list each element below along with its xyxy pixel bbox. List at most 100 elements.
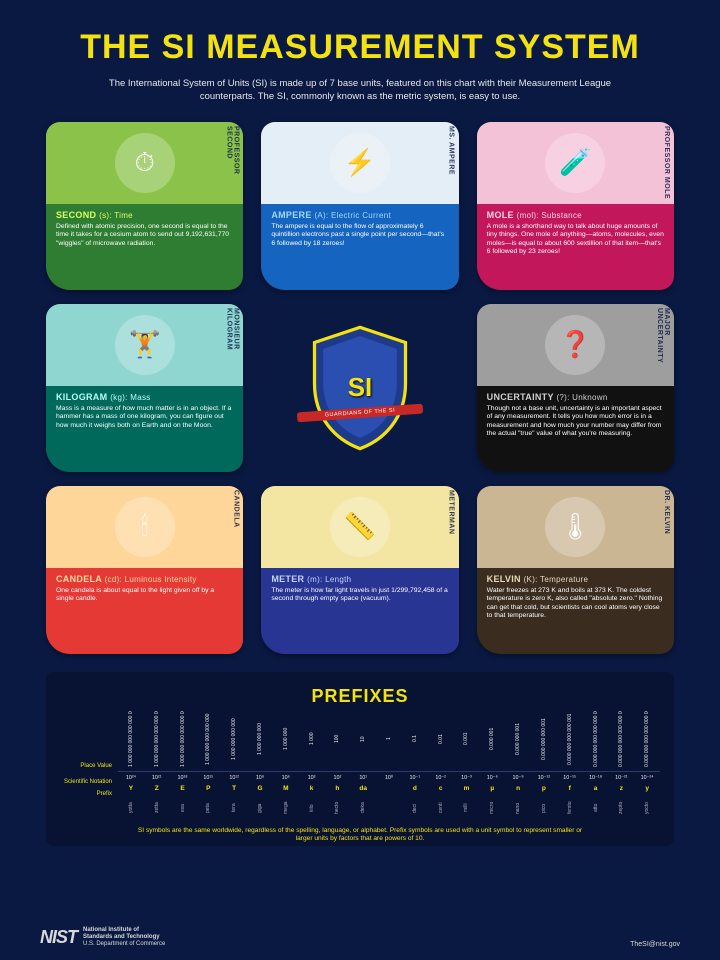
prefix-sym-cell: d [402, 785, 428, 797]
card-illustration: METERMAN 📏 [261, 486, 458, 568]
pv-cell: 0.000 000 000 000 001 [557, 711, 583, 769]
pv-cell: 0.000 000 001 [505, 711, 531, 769]
prefix-sym-cell: P [195, 785, 221, 797]
hero-icon: ⏱ [115, 133, 175, 193]
card-body: KELVIN (K): Temperature Water freezes at… [477, 568, 674, 654]
pv-cell: 1 000 000 [273, 711, 299, 769]
unit-card: MAJOR UNCERTAINTY ❓ UNCERTAINTY (?): Unk… [477, 304, 674, 472]
row-label-sn: Scientific Notation [60, 779, 118, 785]
unit-card: DR. KELVIN 🌡 KELVIN (K): Temperature Wat… [477, 486, 674, 654]
card-body: AMPERE (A): Electric Current The ampere … [261, 204, 458, 290]
prefix-name-cell: tera [221, 797, 247, 821]
sn-cell: 10⁻⁶ [479, 771, 505, 785]
sn-cell: 10⁻¹ [402, 771, 428, 785]
prefix-sym-cell: E [170, 785, 196, 797]
unit-description: Though not a base unit, uncertainty is a… [487, 405, 664, 439]
hero-icon: 🕯 [115, 497, 175, 557]
prefix-sym-cell: y [634, 785, 660, 797]
sn-cell: 10⁻³ [454, 771, 480, 785]
prefix-sym-cell: da [350, 785, 376, 797]
prefix-name-cell: mega [273, 797, 299, 821]
sn-cell: 10²⁴ [118, 771, 144, 785]
pv-cell: 0.000 000 000 001 [531, 711, 557, 769]
prefixes-title: PREFIXES [60, 686, 660, 707]
hero-icon: 🌡 [545, 497, 605, 557]
sn-cell: 10² [325, 771, 351, 785]
unit-title: MOLE (mol): Substance [487, 210, 664, 220]
cards-grid: PROFESSOR SECOND ⏱ SECOND (s): Time Defi… [40, 122, 680, 654]
prefix-name-cell [376, 797, 402, 821]
hero-name: MAJOR UNCERTAINTY [656, 308, 670, 386]
prefix-name-cell: nano [505, 797, 531, 821]
pv-cell: 0.000 000 000 000 000 000 000 001 [634, 711, 660, 769]
prefix-sym-cell: c [428, 785, 454, 797]
pv-cell: 1 000 000 000 000 000 000 000 000 [118, 711, 144, 769]
prefix-sym-cell: z [608, 785, 634, 797]
unit-title: AMPERE (A): Electric Current [271, 210, 448, 220]
row-label-pv: Place Value [60, 763, 118, 769]
sn-cells: 10²⁴10²¹10¹⁸10¹⁵10¹²10⁹10⁶10³10²10¹10⁰10… [118, 771, 660, 785]
pv-cell: 1 000 000 000 [247, 711, 273, 769]
prefix-row-placevalue: Place Value 1 000 000 000 000 000 000 00… [60, 711, 660, 769]
prefix-sym-cell: k [299, 785, 325, 797]
hero-name: PROFESSOR MOLE [663, 126, 670, 199]
prefix-sym-cell: M [273, 785, 299, 797]
unit-symbol: (K): Temperature [524, 575, 589, 584]
prefix-name-cell: yotta [118, 797, 144, 821]
card-illustration: PROFESSOR SECOND ⏱ [46, 122, 243, 204]
unit-card: MS. AMPERE ⚡ AMPERE (A): Electric Curren… [261, 122, 458, 290]
unit-title: SECOND (s): Time [56, 210, 233, 220]
sn-cell: 10¹ [350, 771, 376, 785]
hero-name: MONSIEUR KILOGRAM [225, 308, 239, 386]
card-illustration: MS. AMPERE ⚡ [261, 122, 458, 204]
pv-cell: 0.000 000 000 000 000 001 [583, 711, 609, 769]
prefix-name-cell: milli [454, 797, 480, 821]
sn-cell: 10⁻¹² [531, 771, 557, 785]
prefix-name-cell: centi [428, 797, 454, 821]
pr-cells: YZEPTGMkhdadcmµnpfazy [118, 785, 660, 797]
sn-cell: 10³ [299, 771, 325, 785]
hero-name: METERMAN [448, 490, 455, 534]
nist-line3: U.S. Department of Commerce [83, 941, 165, 948]
nist-line1: National Institute of [83, 927, 165, 934]
unit-card: MONSIEUR KILOGRAM 🏋 KILOGRAM (kg): Mass … [46, 304, 243, 472]
prefix-sym-cell: T [221, 785, 247, 797]
footer: NIST National Institute of Standards and… [40, 927, 680, 948]
hero-icon: ⚡ [330, 133, 390, 193]
hero-icon: 🏋 [115, 315, 175, 375]
prefix-sym-cell: Z [144, 785, 170, 797]
sn-cell: 10⁻⁹ [505, 771, 531, 785]
page-root: THE SI MEASUREMENT SYSTEM The Internatio… [0, 0, 720, 846]
pv-cell: 1 000 000 000 000 [221, 711, 247, 769]
card-body: CANDELA (cd): Luminous Intensity One can… [46, 568, 243, 654]
prefix-name-cell: zepto [608, 797, 634, 821]
card-illustration: MONSIEUR KILOGRAM 🏋 [46, 304, 243, 386]
card-illustration: DR. KELVIN 🌡 [477, 486, 674, 568]
sn-cell: 10⁶ [273, 771, 299, 785]
shield-label: SI [305, 372, 415, 403]
pv-cell: 10 [350, 711, 376, 769]
prefix-name-cell: micro [479, 797, 505, 821]
nist-line2: Standards and Technology [83, 934, 165, 941]
sn-cell: 10⁻² [428, 771, 454, 785]
prefix-name-cell: zetta [144, 797, 170, 821]
unit-symbol: (kg): Mass [110, 393, 150, 402]
hero-name: PROFESSOR SECOND [225, 126, 239, 204]
unit-card: PROFESSOR SECOND ⏱ SECOND (s): Time Defi… [46, 122, 243, 290]
unit-description: A mole is a shorthand way to talk about … [487, 223, 664, 257]
row-label-pr: Prefix [60, 791, 118, 797]
unit-description: The meter is how far light travels in ju… [271, 587, 448, 604]
prefix-name-cell: kilo [299, 797, 325, 821]
prefix-name-cell: femto [557, 797, 583, 821]
prefix-row-symbol: Prefix YZEPTGMkhdadcmµnpfazy [60, 785, 660, 797]
unit-description: Defined with atomic precision, one secon… [56, 223, 233, 248]
card-illustration: PROFESSOR MOLE 🧪 [477, 122, 674, 204]
pv-cell: 100 [325, 711, 351, 769]
page-subtitle: The International System of Units (SI) i… [80, 77, 640, 104]
footer-email: TheSI@nist.gov [630, 941, 680, 948]
prefix-name-cell: exa [170, 797, 196, 821]
sn-cell: 10⁻¹⁸ [583, 771, 609, 785]
unit-symbol: (cd): Luminous Intensity [105, 575, 197, 584]
hero-name: CANDELA [232, 490, 239, 528]
card-body: KILOGRAM (kg): Mass Mass is a measure of… [46, 386, 243, 472]
